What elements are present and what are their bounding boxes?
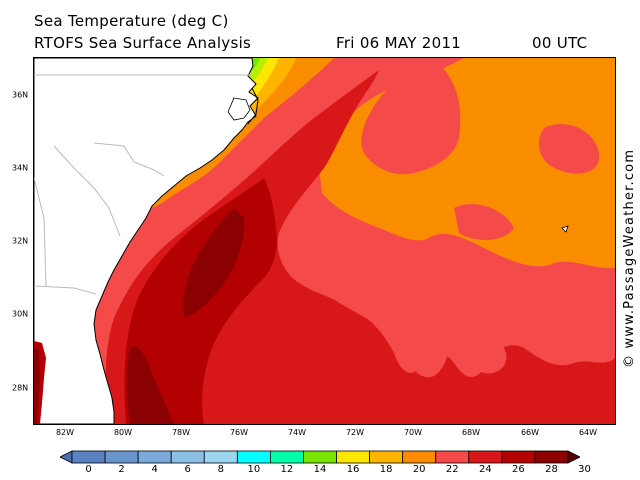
map-subtitle: RTOFS Sea Surface Analysis (34, 34, 252, 52)
lat-label-34n: 34N (12, 163, 29, 173)
lat-label-36n: 36N (12, 90, 29, 100)
colorbar-tick-label: 16 (346, 464, 360, 475)
watermark-container: © www.PassageWeather.com (622, 138, 637, 368)
outer-banks (247, 87, 259, 125)
sea-temperature-map (33, 57, 616, 425)
colorbar-swatch (203, 450, 238, 464)
lon-label-80w: 80W (113, 428, 133, 437)
colorbar-tick-label: 6 (184, 464, 191, 475)
colorbar-swatch (534, 450, 569, 464)
colorbar-swatch (104, 450, 139, 464)
colorbar-tick-label: 8 (217, 464, 224, 475)
lon-label-70w: 70W (403, 428, 423, 437)
lon-label-72w: 72W (345, 428, 365, 437)
lat-label-32n: 32N (12, 236, 29, 246)
colorbar-tick-label: 12 (280, 464, 294, 475)
lon-label-76w: 76W (229, 428, 249, 437)
colorbar-tick-label: 18 (379, 464, 393, 475)
sea-zone-24-swirl (404, 329, 448, 378)
colorbar-tick-label: 24 (478, 464, 492, 475)
colorbar-swatch (501, 450, 536, 464)
state-border-nc-sc (93, 142, 165, 177)
gulf-of-mexico-strip-hot (34, 348, 40, 424)
sea-zone-24-pocket-c (454, 204, 514, 240)
lon-label-82w: 82W (55, 428, 75, 437)
watermark-text: © www.PassageWeather.com (622, 148, 637, 368)
lon-label-74w: 74W (287, 428, 307, 437)
analysis-date: Fri 06 MAY 2011 (336, 34, 462, 52)
pamlico-sound (227, 97, 251, 121)
lat-label-28n: 28N (12, 383, 29, 393)
bermuda-island (561, 225, 569, 233)
lon-label-66w: 66W (520, 428, 540, 437)
colorbar-swatch (71, 450, 106, 464)
colorbar-swatch (435, 450, 470, 464)
colorbar-swatch (170, 450, 205, 464)
colorbar (60, 450, 580, 464)
sea-zone-30-b (127, 346, 174, 424)
sea-zone-24-swirl-b (454, 332, 507, 374)
colorbar-swatch (402, 450, 437, 464)
land-mass (34, 58, 259, 424)
map-title: Sea Temperature (deg C) (34, 12, 229, 30)
colorbar-swatch (336, 450, 370, 464)
colorbar-min-arrow (60, 450, 73, 464)
sea-zone-26-gulf-stream (105, 70, 615, 424)
colorbar-swatch (468, 450, 503, 464)
colorbar-tick-label: 10 (247, 464, 261, 475)
colorbar-tick-label: 26 (512, 464, 525, 475)
colorbar-swatch (269, 450, 304, 464)
sea-zone-30-a (183, 208, 245, 318)
colorbar-tick-label: 28 (545, 464, 558, 475)
sea-zone-24-pocket-b (539, 124, 600, 174)
colorbar-tick-label: 2 (118, 464, 125, 475)
colorbar-swatch (303, 450, 337, 464)
sea-zone-24-pocket-a (361, 58, 461, 175)
analysis-time: 00 UTC (532, 34, 588, 52)
map-canvas (34, 58, 615, 424)
state-border-sc-ga (53, 145, 121, 237)
lat-label-30n: 30N (12, 309, 29, 319)
colorbar-max-arrow (567, 450, 580, 464)
colorbar-swatch (369, 450, 404, 464)
colorbar-swatch (137, 450, 172, 464)
colorbar-tick-label: 0 (85, 464, 92, 475)
colorbar-tick-label: 22 (445, 464, 459, 475)
lon-label-68w: 68W (461, 428, 481, 437)
colorbar-tick-label: 20 (412, 464, 426, 475)
colorbar-swatch (236, 450, 271, 464)
lon-label-78w: 78W (171, 428, 191, 437)
state-border-al-ga (34, 177, 47, 287)
lon-label-64w: 64W (578, 428, 598, 437)
state-border-ga-fl (34, 285, 97, 295)
colorbar-tick-label: 30 (578, 464, 591, 475)
colorbar-tick-label: 4 (151, 464, 158, 475)
colorbar-tick-label: 14 (313, 464, 327, 475)
sea-zone-24-tongue (307, 258, 436, 360)
